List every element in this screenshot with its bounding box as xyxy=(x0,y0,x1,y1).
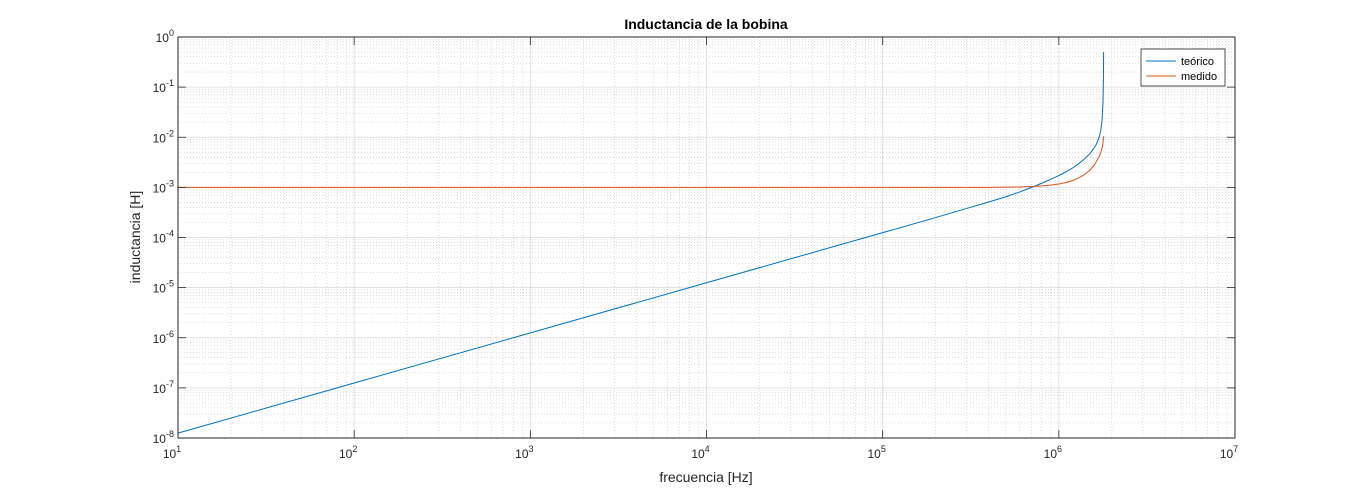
y-tick-label: 10-7 xyxy=(153,379,174,396)
x-tick-label: 105 xyxy=(867,444,885,461)
series-line-teorico xyxy=(177,52,1105,434)
x-tick-label: 101 xyxy=(163,444,181,461)
y-tick-label: 10-1 xyxy=(153,78,174,95)
legend-box xyxy=(1140,48,1226,87)
y-tick-label: 10-3 xyxy=(153,178,174,195)
x-tick-label: 106 xyxy=(1044,444,1062,461)
x-axis-label: frecuencia [Hz] xyxy=(659,469,752,485)
series-lines xyxy=(177,52,1105,434)
chart-title: Inductancia de la bobina xyxy=(624,16,788,32)
y-tick-label: 10-2 xyxy=(153,128,174,145)
x-tick-label: 102 xyxy=(339,444,357,461)
tick-labels: 101 102 103 104 105 106 107 10-8 10-7 10-6 10-5 10-… xyxy=(153,28,1239,461)
y-tick-label: 100 xyxy=(156,28,174,45)
series-line-medido xyxy=(178,136,1105,188)
y-tick-label: 10-8 xyxy=(153,429,174,446)
x-tick-label: 104 xyxy=(691,444,709,461)
grid xyxy=(177,36,1236,439)
y-tick-label: 10-5 xyxy=(153,279,174,296)
x-tick-label: 107 xyxy=(1220,444,1238,461)
axis-ticks xyxy=(177,36,1236,439)
y-tick-label: 10-6 xyxy=(153,329,174,346)
legend-label-teorico: teórico xyxy=(1181,56,1214,68)
x-tick-label: 103 xyxy=(515,444,533,461)
legend-label-medido: medido xyxy=(1181,71,1217,83)
legend: teórico medido xyxy=(1140,48,1226,87)
y-axis-label: inductancia [H] xyxy=(127,191,143,284)
y-tick-label: 10-4 xyxy=(153,229,174,246)
